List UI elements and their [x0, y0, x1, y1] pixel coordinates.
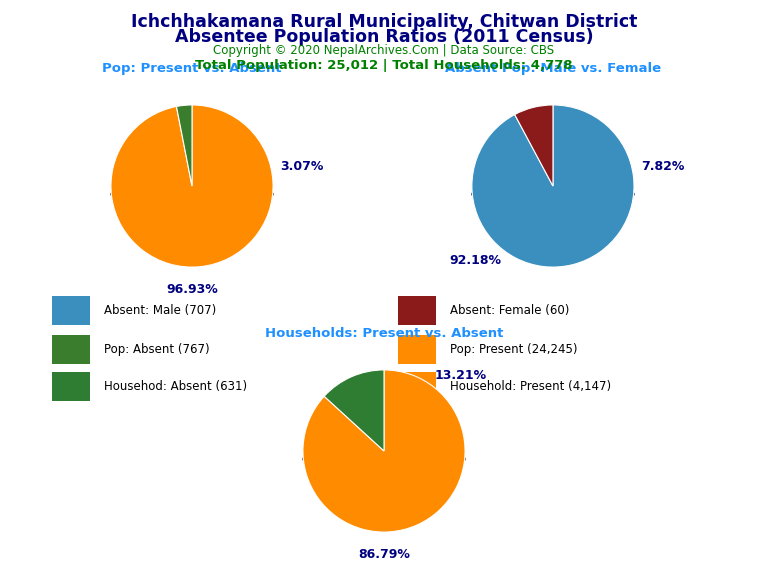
- Text: 92.18%: 92.18%: [449, 254, 502, 267]
- Text: Absent: Female (60): Absent: Female (60): [450, 305, 569, 317]
- Wedge shape: [515, 105, 553, 186]
- Text: 13.21%: 13.21%: [434, 369, 486, 381]
- Title: Pop: Present vs. Absent: Pop: Present vs. Absent: [102, 62, 282, 75]
- Text: Absentee Population Ratios (2011 Census): Absentee Population Ratios (2011 Census): [174, 28, 594, 46]
- Text: Pop: Absent (767): Pop: Absent (767): [104, 343, 210, 356]
- Bar: [52, 372, 91, 401]
- Bar: [398, 335, 436, 364]
- Bar: [52, 335, 91, 364]
- Bar: [52, 297, 91, 325]
- Text: Copyright © 2020 NepalArchives.Com | Data Source: CBS: Copyright © 2020 NepalArchives.Com | Dat…: [214, 44, 554, 57]
- Text: Total Population: 25,012 | Total Households: 4,778: Total Population: 25,012 | Total Househo…: [195, 59, 573, 73]
- Text: 86.79%: 86.79%: [358, 548, 410, 561]
- Bar: [398, 297, 436, 325]
- Ellipse shape: [110, 182, 274, 206]
- Title: Absent Pop: Male vs. Female: Absent Pop: Male vs. Female: [445, 62, 661, 75]
- Text: 3.07%: 3.07%: [280, 160, 323, 173]
- Text: 7.82%: 7.82%: [641, 160, 684, 173]
- Text: Absent: Male (707): Absent: Male (707): [104, 305, 217, 317]
- Title: Households: Present vs. Absent: Households: Present vs. Absent: [265, 327, 503, 340]
- Wedge shape: [472, 105, 634, 267]
- Text: Household: Present (4,147): Household: Present (4,147): [450, 380, 611, 393]
- Wedge shape: [111, 105, 273, 267]
- Text: Househod: Absent (631): Househod: Absent (631): [104, 380, 247, 393]
- Text: Pop: Present (24,245): Pop: Present (24,245): [450, 343, 578, 356]
- Ellipse shape: [302, 447, 466, 471]
- Text: Ichchhakamana Rural Municipality, Chitwan District: Ichchhakamana Rural Municipality, Chitwa…: [131, 13, 637, 31]
- Wedge shape: [177, 105, 192, 186]
- Ellipse shape: [471, 182, 635, 206]
- Wedge shape: [303, 370, 465, 532]
- Wedge shape: [324, 370, 384, 451]
- Bar: [398, 372, 436, 401]
- Text: 96.93%: 96.93%: [166, 283, 218, 296]
